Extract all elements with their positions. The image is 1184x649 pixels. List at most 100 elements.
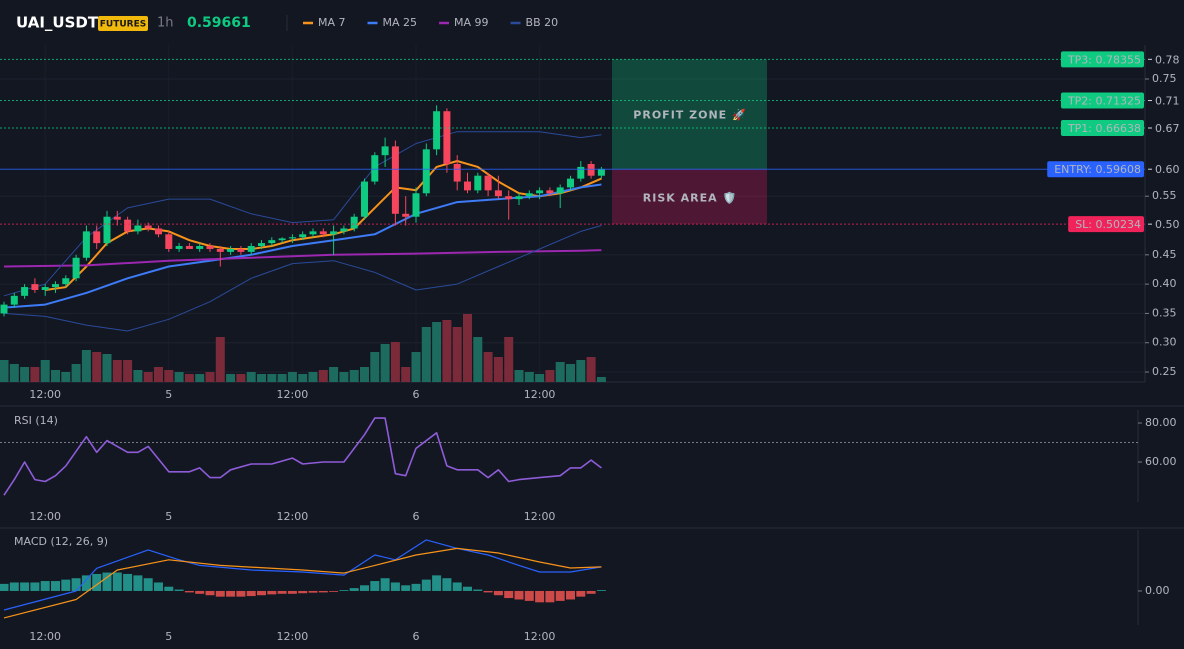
candle-body	[536, 190, 544, 194]
candle-body	[505, 196, 513, 200]
candle-body	[577, 166, 585, 179]
rsi-line	[3, 417, 602, 496]
macd-histogram-bar	[9, 582, 19, 591]
level-tag-bg	[1047, 161, 1144, 178]
candle-body	[433, 111, 441, 150]
volume-bar	[566, 364, 575, 382]
macd-histogram-bar	[483, 590, 493, 593]
macd-histogram-bar	[463, 586, 472, 591]
y-tick-label: 0.25	[1152, 365, 1177, 378]
macd-histogram-bar	[195, 590, 205, 594]
x-tick-label: 5	[165, 510, 172, 523]
candle-body	[391, 146, 399, 214]
macd-histogram-bar	[205, 590, 215, 596]
volume-bar	[596, 377, 606, 382]
candle-body	[124, 219, 132, 232]
volume-bar	[483, 352, 493, 382]
macd-histogram-bar	[535, 590, 545, 603]
candle-body	[10, 295, 18, 305]
volume-bar	[473, 337, 483, 382]
volume-bar	[143, 372, 153, 382]
y-tick-label: 0.45	[1152, 248, 1177, 261]
bb-lower	[3, 225, 602, 332]
candle-body	[597, 168, 605, 176]
volume-bar	[133, 370, 143, 382]
last-price: 0.59661	[187, 15, 251, 31]
candle-body	[412, 193, 420, 217]
macd-histogram-bar	[401, 585, 411, 591]
candle-body	[361, 181, 368, 217]
candle-body	[556, 187, 564, 194]
macd-histogram-bar	[133, 575, 143, 591]
macd-histogram-bar	[112, 572, 122, 591]
macd-histogram-bar	[246, 590, 256, 597]
volume-bar	[370, 352, 380, 382]
volume-bar	[215, 337, 225, 382]
candle-body	[319, 231, 327, 235]
interval[interactable]: 1h	[157, 16, 174, 31]
candle-body	[247, 246, 255, 252]
macd-histogram-bar	[493, 590, 503, 596]
macd-histogram-bar	[349, 588, 359, 591]
macd-line	[3, 547, 602, 619]
y-tick-label: 0.55	[1152, 189, 1177, 202]
volume-bar	[92, 352, 102, 382]
volume-bar	[267, 374, 277, 382]
candle-body	[206, 246, 214, 249]
candle-body	[82, 231, 90, 258]
y-tick-label: 0.40	[1152, 277, 1177, 290]
volume-bar	[329, 367, 339, 382]
volume-bar	[555, 362, 565, 382]
volume-bar	[308, 372, 318, 382]
x-tick-label: 12:00	[524, 388, 556, 401]
macd-histogram-bar	[51, 581, 60, 591]
legend-label: MA 7	[318, 16, 346, 29]
volume-bar	[61, 372, 71, 382]
x-tick-label: 12:00	[277, 510, 309, 523]
candle-body	[134, 225, 142, 232]
volume-bar	[184, 374, 194, 382]
zone-label: PROFIT ZONE 🚀	[633, 108, 746, 121]
macd-histogram-bar	[30, 582, 40, 591]
volume-bar	[287, 372, 297, 382]
candle-body	[268, 240, 276, 244]
x-tick-label: 5	[165, 630, 172, 643]
macd-histogram-bar	[545, 590, 555, 603]
candle-body	[443, 111, 451, 164]
candle-body	[464, 181, 471, 191]
volume-bar	[360, 367, 369, 382]
candle-body	[340, 228, 348, 232]
volume-bar	[257, 374, 266, 382]
macd-histogram-bar	[566, 590, 575, 600]
macd-histogram-bar	[370, 581, 380, 591]
macd-histogram-bar	[184, 590, 194, 593]
candle-body	[52, 284, 59, 288]
macd-histogram-bar	[421, 579, 431, 591]
level-axis-label: 0.60	[1155, 163, 1180, 176]
candle-body	[21, 287, 29, 296]
macd-histogram-bar	[442, 578, 452, 591]
volume-bar	[349, 370, 359, 382]
macd-histogram-bar	[411, 583, 421, 591]
macd-histogram-bar	[360, 585, 369, 591]
macd-histogram-bar	[555, 590, 565, 601]
macd-histogram-bar	[257, 590, 266, 596]
candle-body	[113, 216, 121, 220]
volume-bar	[81, 350, 91, 382]
candle-body	[144, 225, 152, 229]
macd-histogram-bar	[473, 589, 483, 591]
x-tick-label: 12:00	[524, 630, 556, 643]
zone	[612, 59, 767, 170]
candle-body	[484, 175, 492, 191]
volume-bar	[123, 360, 133, 382]
macd-histogram-bar	[143, 578, 153, 591]
y-tick-label: 0.35	[1152, 306, 1177, 319]
volume-bar	[71, 364, 81, 382]
candle-body	[93, 231, 101, 244]
candle-body	[309, 231, 317, 235]
level-tag: TP2: 0.71325	[1067, 95, 1141, 108]
volume-bar	[205, 372, 215, 382]
macd-histogram-bar	[308, 590, 318, 593]
volume-bar	[504, 337, 514, 382]
